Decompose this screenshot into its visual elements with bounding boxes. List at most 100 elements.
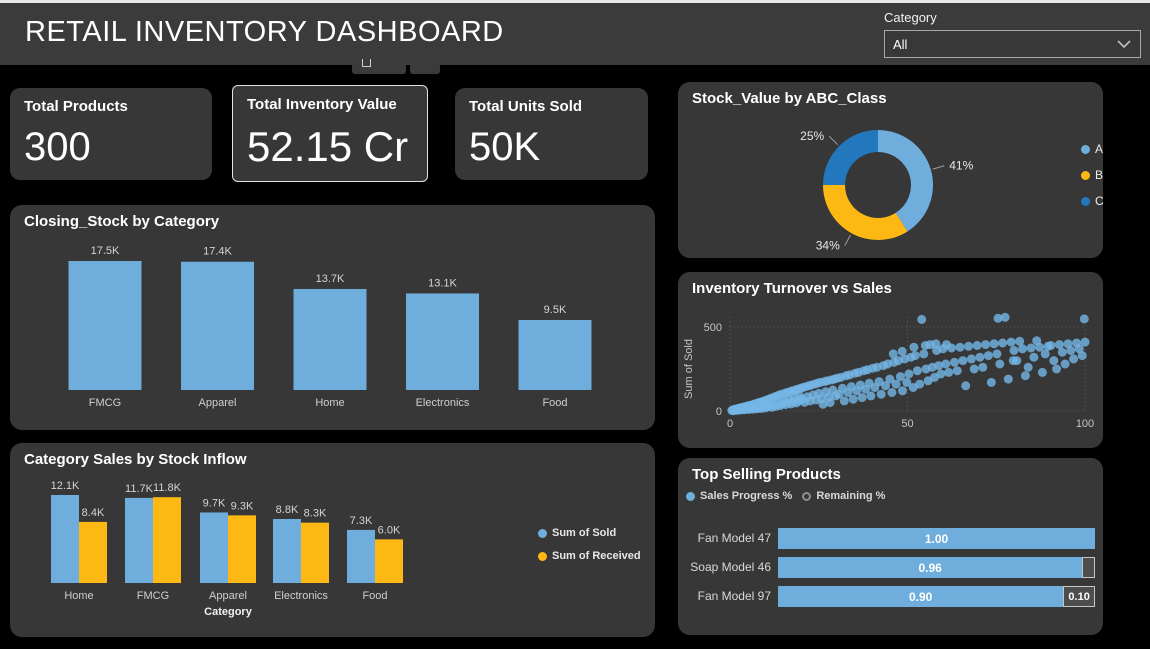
chart-title: Inventory Turnover vs Sales [692, 280, 892, 297]
kpi-card-total-units-sold[interactable]: Total Units Sold 50K [455, 88, 648, 180]
sales-progress-bar[interactable]: 0.90 [778, 586, 1064, 607]
donut-slice-c[interactable] [823, 130, 878, 185]
chart-text: Electronics [416, 397, 470, 409]
inventory-turnover-visual[interactable]: Inventory Turnover vs Sales 500 0 0 50 100 Su… [678, 272, 1103, 448]
top-selling-rows: Fan Model 47 1.00 Soap Model 46 0.96 Fan Mod… [686, 528, 1095, 615]
legend-item-sum-of-received[interactable]: Sum of Received [538, 550, 641, 562]
bar-apparel-sold[interactable] [200, 512, 228, 583]
chart-text: 34% [816, 238, 840, 252]
product-bar-track: 0.90 0.10 [778, 586, 1095, 607]
stock-value-donut-plot[interactable]: 41% 34% 25% [678, 82, 1103, 258]
chart-text: Category [204, 606, 253, 618]
category-slicer-label: Category [884, 10, 937, 25]
sales-progress-bar[interactable]: 1.00 [778, 528, 1095, 549]
donut-label-connector [932, 165, 945, 170]
legend-label: C [1095, 194, 1104, 208]
chart-text: FMCG [137, 590, 169, 602]
bar-home-received[interactable] [79, 521, 107, 583]
visual-header-more-tab[interactable] [410, 65, 440, 74]
product-label: Soap Model 46 [690, 560, 771, 574]
inventory-turnover-scatter-plot[interactable]: 500 00 50 100 Sum of Sold [678, 272, 1103, 448]
chart-text: Electronics [274, 590, 328, 602]
bar-fmcg-received[interactable] [153, 497, 181, 583]
bar-food-received[interactable] [375, 539, 403, 583]
product-bar-track: 0.96 [778, 557, 1095, 578]
top-selling-visual[interactable]: Top Selling Products Sales Progress % Re… [678, 458, 1103, 635]
legend-item-sales-progress[interactable]: Sales Progress % [686, 490, 792, 502]
category-sales-legend: Sum of Sold Sum of Received [538, 527, 641, 562]
product-row: Soap Model 46 0.96 [686, 557, 1095, 578]
kpi-value: 50K [469, 125, 541, 169]
bar-electronics[interactable] [406, 293, 479, 390]
category-sales-plot[interactable]: 12.1K 8.4K Home 11.7K 11.8K FMCG 9.7K 9.3K Appar… [10, 473, 655, 637]
chart-text: Home [64, 590, 93, 602]
remaining-bar[interactable] [1082, 557, 1095, 578]
visual-header-toolbar[interactable] [352, 65, 406, 74]
closing-stock-plot[interactable]: 17.5K FMCG 17.4K Apparel 13.7K Home 13.1K Elect… [10, 240, 655, 430]
donut-label-connector [828, 135, 839, 146]
chart-title: Top Selling Products [692, 466, 841, 483]
bar-food-sold[interactable] [347, 529, 375, 583]
remaining-bar[interactable]: 0.10 [1063, 586, 1095, 607]
chevron-down-icon[interactable] [1116, 39, 1132, 49]
chart-text: 50 [901, 418, 913, 430]
chart-text: 12.1K [51, 480, 80, 492]
chart-text: 8.4K [82, 507, 105, 519]
chart-title: Category Sales by Stock Inflow [24, 451, 247, 468]
chart-text: Food [362, 590, 387, 602]
bar-home-sold[interactable] [51, 495, 79, 583]
chart-text: Food [542, 397, 567, 409]
chart-text: Apparel [209, 590, 247, 602]
legend-label: Sales Progress % [700, 490, 793, 502]
donut-slice-a[interactable] [878, 130, 933, 232]
sales-progress-bar[interactable]: 0.96 [778, 557, 1083, 578]
bar-apparel[interactable] [181, 261, 254, 390]
category-slicer-dropdown[interactable]: All [884, 30, 1141, 58]
product-label: Fan Model 47 [697, 531, 771, 545]
donut-label-connector [844, 234, 851, 246]
chart-text: 500 [704, 322, 722, 334]
chart-text: 25% [800, 129, 824, 143]
chart-text: 17.4K [203, 246, 232, 258]
legend-item-b[interactable]: B [1081, 168, 1104, 182]
legend-item-c[interactable]: C [1081, 194, 1104, 208]
chart-text: 9.3K [231, 500, 254, 512]
category-slicer-value: All [893, 36, 908, 52]
scatter-points[interactable] [727, 312, 1090, 416]
category-sales-visual[interactable]: Category Sales by Stock Inflow 12.1K 8.4K… [10, 443, 655, 637]
product-bar-track: 1.00 [778, 528, 1095, 549]
kpi-value: 52.15 Cr [247, 123, 409, 170]
abc-class-legend: A B C [1081, 142, 1104, 208]
bar-fmcg-sold[interactable] [125, 497, 153, 583]
bar-food[interactable] [518, 319, 592, 390]
chart-text: 11.7K [125, 483, 154, 495]
bar-electronics-received[interactable] [301, 522, 329, 583]
legend-item-a[interactable]: A [1081, 142, 1104, 156]
chart-text: 13.7K [316, 273, 345, 285]
kpi-card-total-inventory-value[interactable]: Total Inventory Value 52.15 Cr [232, 85, 428, 182]
closing-stock-visual[interactable]: Closing_Stock by Category 17.5K FMCG 17.4K… [10, 205, 655, 430]
bar-home[interactable] [293, 289, 367, 390]
chart-title: Closing_Stock by Category [24, 213, 220, 230]
kpi-card-total-products[interactable]: Total Products 300 [10, 88, 212, 180]
stock-value-visual[interactable]: Stock_Value by ABC_Class 41% 34% 25% A B C [678, 82, 1104, 258]
chart-text: 0 [716, 406, 722, 418]
window-top-strip [0, 0, 1150, 3]
bar-electronics-sold[interactable] [273, 519, 301, 583]
kpi-label: Total Units Sold [469, 98, 583, 115]
kpi-value: 300 [24, 125, 91, 169]
kpi-label: Total Products [24, 98, 128, 115]
legend-label: B [1095, 168, 1104, 182]
legend-label: Sum of Sold [552, 527, 617, 539]
legend-item-remaining[interactable]: Remaining % [802, 490, 885, 502]
legend-c-marker [1081, 196, 1090, 206]
visual-grip-icon[interactable] [362, 59, 371, 67]
bar-fmcg[interactable] [68, 261, 142, 390]
donut-slice-b[interactable] [823, 185, 908, 240]
legend-item-sum-of-sold[interactable]: Sum of Sold [538, 527, 641, 539]
chart-text: 6.0K [378, 524, 401, 536]
chart-title: Stock_Value by ABC_Class [692, 90, 887, 107]
chart-text: Home [315, 397, 344, 409]
bar-apparel-received[interactable] [228, 515, 256, 583]
